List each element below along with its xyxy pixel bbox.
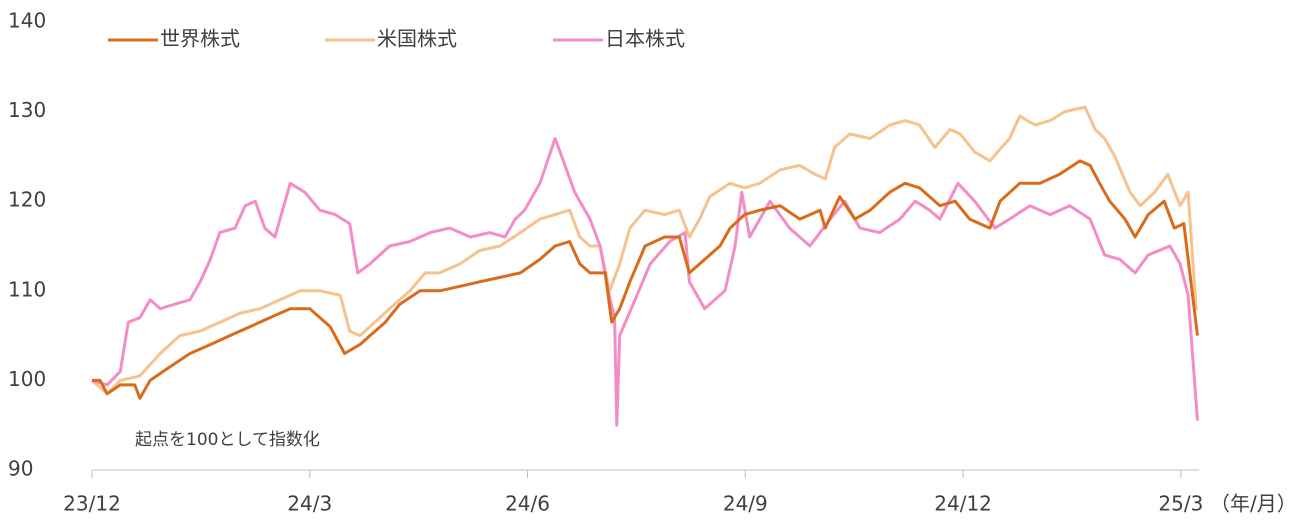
x-tick-label: 24/9: [723, 492, 768, 516]
x-axis-label: （年/月）: [1210, 492, 1297, 516]
y-tick-label: 100: [8, 367, 46, 391]
legend-label: 日本株式: [605, 27, 685, 51]
x-tick-label: 24/6: [505, 492, 550, 516]
y-tick-label: 110: [8, 277, 46, 301]
y-tick-label: 130: [8, 98, 46, 122]
legend-label: 世界株式: [160, 27, 240, 51]
y-tick-label: 90: [8, 457, 33, 481]
x-tick-label: 24/12: [934, 492, 992, 516]
y-tick-label: 140: [8, 9, 46, 33]
y-tick-label: 120: [8, 188, 46, 212]
series-line: [91, 137, 1199, 427]
series-line: [91, 105, 1198, 396]
legend-label: 米国株式: [377, 27, 457, 51]
annotation: 起点を100として指数化: [135, 430, 320, 450]
x-tick-label: 23/12: [63, 492, 121, 516]
x-tick-label: 25/3: [1158, 492, 1203, 516]
series-line: [92, 159, 1199, 400]
x-tick-label: 24/3: [287, 492, 332, 516]
